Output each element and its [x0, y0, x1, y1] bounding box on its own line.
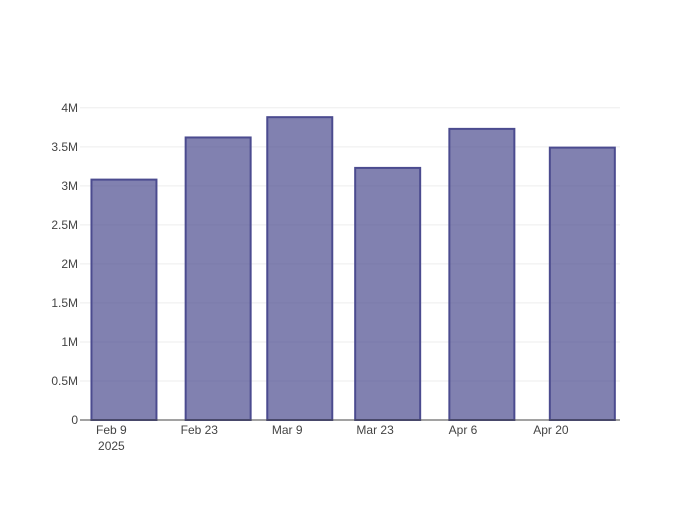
x-tick-label: Apr 20 — [533, 423, 569, 437]
y-tick-label: 2M — [61, 257, 78, 271]
x-tick-label: Mar 9 — [272, 423, 303, 437]
x-tick-label: Apr 6 — [449, 423, 478, 437]
bar — [354, 166, 422, 421]
x-tick-label: Feb 23 — [181, 423, 219, 437]
x-tick-label: Feb 9 2025 — [96, 423, 127, 453]
y-tick-label: 3M — [61, 179, 78, 193]
x-tick-label: Mar 23 — [356, 423, 394, 437]
y-tick-label: 4M — [61, 101, 78, 115]
y-tick-label: 3.5M — [51, 140, 78, 154]
y-tick-label: 0.5M — [51, 374, 78, 388]
y-tick-label: 1M — [61, 335, 78, 349]
bar — [448, 127, 516, 421]
y-tick-label: 1.5M — [51, 296, 78, 310]
bar — [184, 136, 252, 421]
bar — [548, 146, 616, 422]
bar — [90, 178, 158, 421]
y-tick-label: 2.5M — [51, 218, 78, 232]
y-tick-label: 0 — [71, 413, 78, 427]
bar — [266, 116, 334, 421]
